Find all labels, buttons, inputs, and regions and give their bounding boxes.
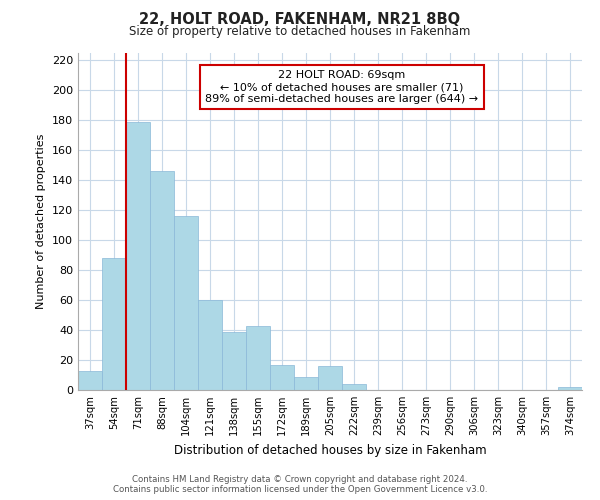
Bar	[78, 370, 102, 390]
Bar	[294, 376, 318, 390]
Text: Contains HM Land Registry data © Crown copyright and database right 2024.
Contai: Contains HM Land Registry data © Crown c…	[113, 474, 487, 494]
Bar	[342, 384, 366, 390]
Bar	[558, 387, 582, 390]
Bar	[198, 300, 222, 390]
Bar	[126, 122, 150, 390]
Bar	[174, 216, 198, 390]
Bar	[150, 171, 174, 390]
Bar	[318, 366, 342, 390]
Bar	[246, 326, 270, 390]
Bar	[222, 332, 246, 390]
X-axis label: Distribution of detached houses by size in Fakenham: Distribution of detached houses by size …	[173, 444, 487, 456]
Text: Size of property relative to detached houses in Fakenham: Size of property relative to detached ho…	[130, 25, 470, 38]
Y-axis label: Number of detached properties: Number of detached properties	[37, 134, 46, 309]
Bar	[102, 258, 126, 390]
Text: 22 HOLT ROAD: 69sqm
← 10% of detached houses are smaller (71)
89% of semi-detach: 22 HOLT ROAD: 69sqm ← 10% of detached ho…	[205, 70, 479, 104]
Text: 22, HOLT ROAD, FAKENHAM, NR21 8BQ: 22, HOLT ROAD, FAKENHAM, NR21 8BQ	[139, 12, 461, 26]
Bar	[270, 364, 294, 390]
